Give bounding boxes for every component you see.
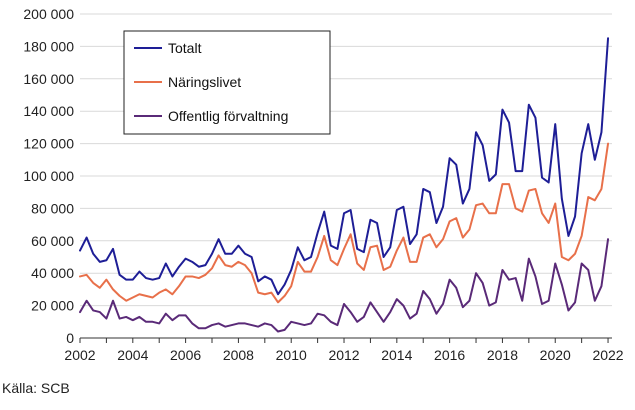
- y-tick-label: 100 000: [23, 168, 74, 184]
- x-tick-label: 2020: [540, 347, 571, 363]
- x-axis-ticks: 2002 2004 2006 2008 2010 2012 2014 2016 2018 2020…: [64, 347, 623, 363]
- legend-label: Näringslivet: [168, 74, 241, 90]
- legend-label: Offentlig förvaltning: [168, 108, 288, 124]
- y-tick-label: 80 000: [31, 200, 74, 216]
- x-tick-label: 2018: [487, 347, 518, 363]
- x-tick-label: 2014: [381, 347, 412, 363]
- y-tick-label: 0: [66, 330, 74, 346]
- y-tick-label: 200 000: [23, 6, 74, 22]
- legend-label: Totalt: [168, 40, 202, 56]
- x-tick-label: 2016: [434, 347, 465, 363]
- x-tick-label: 2012: [328, 347, 359, 363]
- x-tick-label: 2008: [223, 347, 254, 363]
- x-tick-label: 2010: [276, 347, 307, 363]
- x-tick-label: 2004: [117, 347, 148, 363]
- y-tick-label: 140 000: [23, 103, 74, 119]
- y-axis-ticks: 0 20 000 40 000 60 000 80 000 100 000 120 000 1…: [23, 6, 74, 346]
- source-note: Källa: SCB: [2, 380, 70, 396]
- series-lines: [79, 37, 610, 333]
- series-line-2: [79, 238, 610, 333]
- y-tick-label: 60 000: [31, 233, 74, 249]
- chart-legend: Totalt Näringslivet Offentlig förvaltning: [123, 30, 331, 135]
- y-tick-label: 120 000: [23, 136, 74, 152]
- x-tick-label: 2022: [592, 347, 623, 363]
- series-line-1: [79, 142, 610, 304]
- series-line-0: [79, 37, 610, 296]
- x-tick-label: 2002: [64, 347, 95, 363]
- y-tick-label: 180 000: [23, 38, 74, 54]
- x-axis: [79, 337, 612, 343]
- y-tick-label: 160 000: [23, 71, 74, 87]
- x-tick-label: 2006: [170, 347, 201, 363]
- y-tick-label: 20 000: [31, 298, 74, 314]
- y-tick-label: 40 000: [31, 265, 74, 281]
